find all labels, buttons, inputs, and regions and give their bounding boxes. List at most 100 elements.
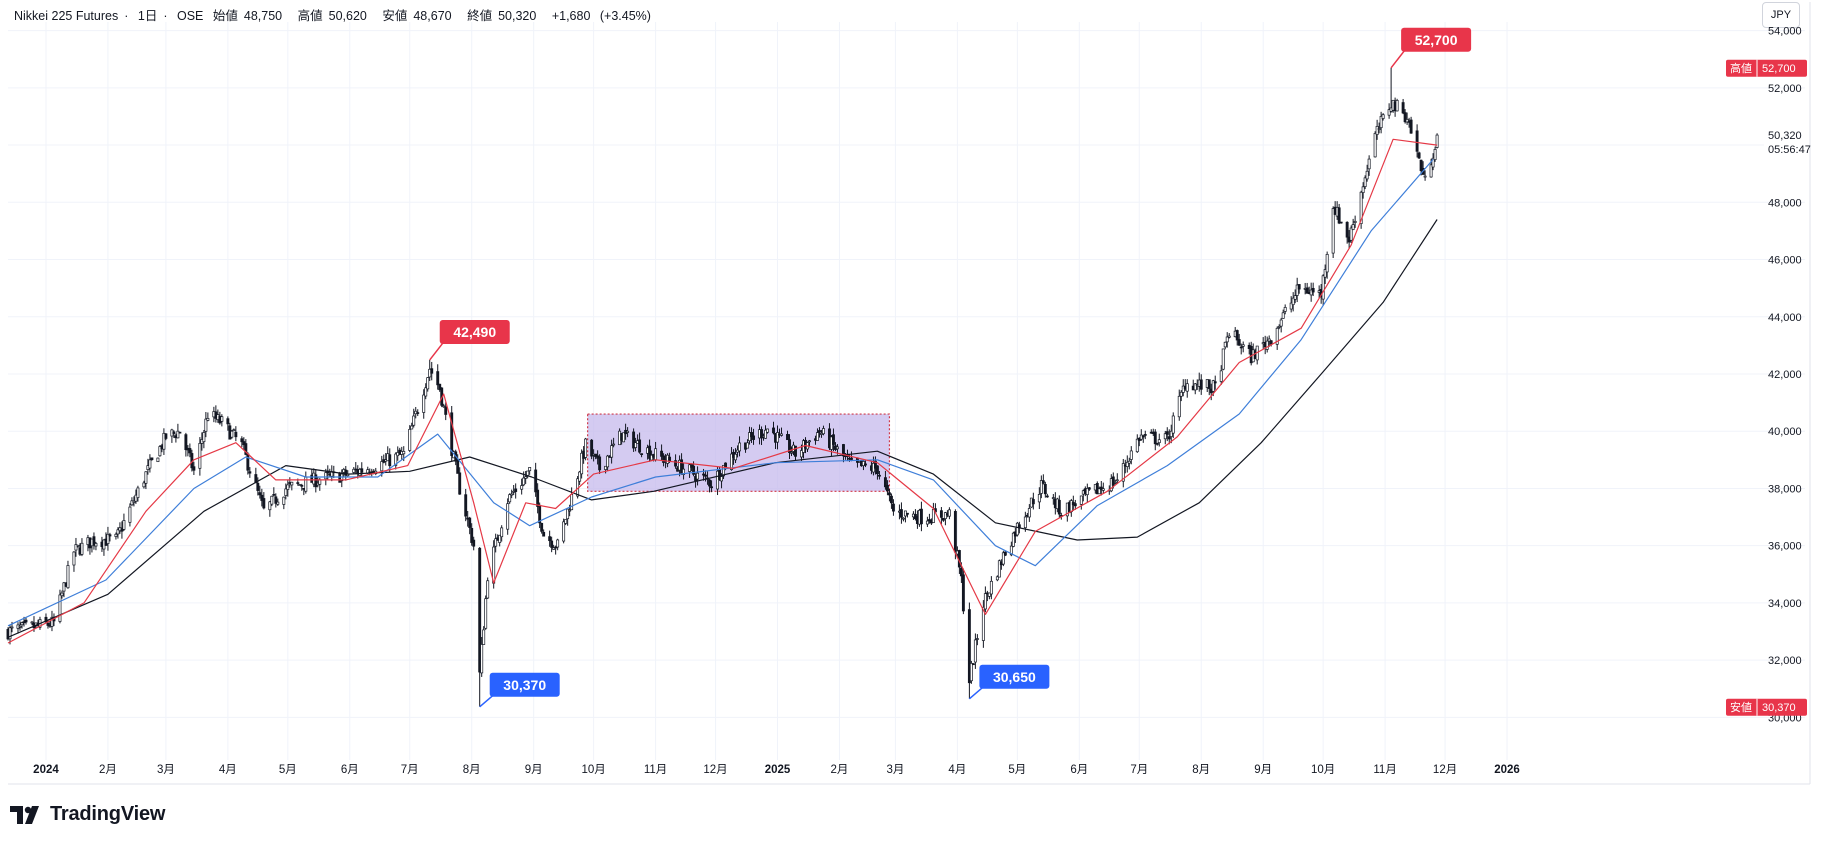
candle bbox=[520, 478, 524, 495]
candle bbox=[1165, 427, 1169, 442]
tag-name: 高値 bbox=[1730, 61, 1752, 75]
candle bbox=[1167, 429, 1171, 445]
candle bbox=[268, 500, 272, 517]
candle bbox=[1015, 521, 1019, 537]
y-tick-label: 42,000 bbox=[1768, 369, 1802, 381]
candle bbox=[254, 467, 258, 484]
ohlc-close: 終値 50,320 bbox=[467, 9, 542, 23]
candle bbox=[971, 663, 975, 666]
chart-header: Nikkei 225 Futures · 1日 · OSE 始値 48,750 高値 5… bbox=[14, 5, 657, 24]
candle bbox=[1337, 203, 1341, 225]
interval-label[interactable]: 1日 bbox=[137, 9, 158, 23]
header-sep: · bbox=[124, 9, 129, 23]
y-tick-label: 40,000 bbox=[1768, 426, 1802, 438]
candle bbox=[766, 428, 769, 434]
x-tick-label: 6月 bbox=[1070, 764, 1088, 776]
candle bbox=[1275, 326, 1279, 350]
candle bbox=[62, 581, 66, 598]
candle bbox=[989, 576, 993, 600]
price-tag-last: 50,320 05:56:47 bbox=[1764, 125, 1811, 160]
x-tick-label: 11月 bbox=[644, 764, 667, 776]
currency-button[interactable]: JPY bbox=[1762, 2, 1800, 28]
candle bbox=[1435, 133, 1439, 149]
candle bbox=[1057, 495, 1061, 518]
x-tick-label: 8月 bbox=[463, 764, 481, 776]
symbol-name[interactable]: Nikkei 225 Futures bbox=[14, 9, 119, 23]
candle bbox=[1101, 482, 1105, 494]
tag-value: 52,700 bbox=[1762, 63, 1796, 75]
candle bbox=[1085, 483, 1089, 503]
candle bbox=[232, 428, 236, 432]
candle bbox=[566, 508, 570, 526]
candle bbox=[1127, 457, 1131, 470]
candle bbox=[246, 452, 250, 475]
candle bbox=[374, 467, 378, 476]
candle bbox=[1323, 264, 1327, 284]
candle bbox=[214, 405, 218, 423]
candle bbox=[776, 425, 779, 450]
candle bbox=[1433, 146, 1437, 162]
x-tick-label: 12月 bbox=[1433, 764, 1457, 776]
candle bbox=[1321, 274, 1325, 306]
candle bbox=[1001, 550, 1005, 567]
candle bbox=[1163, 430, 1167, 445]
candle bbox=[1113, 479, 1117, 485]
x-tick-label: 3月 bbox=[886, 764, 904, 776]
candle bbox=[206, 412, 210, 422]
candle bbox=[1143, 430, 1147, 440]
annotation-label: 30,370 bbox=[503, 677, 546, 693]
candle bbox=[114, 532, 118, 540]
candle bbox=[18, 621, 22, 631]
candle bbox=[1051, 494, 1055, 505]
candle bbox=[416, 409, 420, 417]
high-annotation: 52,700 bbox=[1390, 27, 1472, 69]
y-tick-label: 36,000 bbox=[1768, 541, 1802, 553]
range-box-layer[interactable] bbox=[587, 413, 891, 492]
candle bbox=[634, 437, 638, 452]
candle bbox=[1239, 343, 1243, 355]
time-axis[interactable]: 2024 2月 3月 4月 5月 6月 7月 8月 9月 10月 11月 12月 2025 2月 3月 4月 5… bbox=[8, 764, 1810, 785]
candle bbox=[1241, 341, 1245, 353]
price-axis[interactable]: 30,00032,00034,00036,00038,00040,00042,0… bbox=[1726, 2, 1811, 784]
candle bbox=[1311, 282, 1315, 297]
candle bbox=[1331, 206, 1335, 258]
candle bbox=[1031, 492, 1035, 510]
candle bbox=[468, 516, 472, 535]
candle bbox=[550, 536, 554, 553]
candle bbox=[1365, 164, 1369, 182]
candle bbox=[1121, 458, 1125, 488]
candle bbox=[632, 428, 636, 452]
candle bbox=[50, 610, 54, 632]
candle bbox=[973, 633, 977, 669]
range-box[interactable] bbox=[587, 413, 891, 492]
candle bbox=[1087, 486, 1091, 491]
x-tick-label: 10月 bbox=[581, 764, 605, 776]
candle bbox=[564, 519, 568, 526]
candle bbox=[1225, 332, 1229, 348]
candle bbox=[1043, 481, 1047, 498]
tradingview-logo[interactable]: TradingView bbox=[10, 803, 165, 826]
x-tick-label: 2026 bbox=[1494, 764, 1520, 776]
candle bbox=[877, 470, 881, 480]
candle bbox=[158, 445, 162, 457]
candle bbox=[1345, 221, 1349, 244]
candle bbox=[1387, 103, 1391, 119]
candle bbox=[1289, 296, 1293, 313]
candle bbox=[899, 502, 903, 524]
candle bbox=[286, 480, 290, 497]
candle bbox=[734, 448, 737, 464]
candle bbox=[885, 480, 889, 496]
candle bbox=[822, 425, 825, 436]
open-label: 始値 bbox=[212, 9, 238, 23]
candle bbox=[360, 462, 364, 478]
candle bbox=[891, 499, 895, 516]
candle bbox=[943, 511, 947, 526]
candle bbox=[552, 544, 556, 550]
brand-name: TradingView bbox=[50, 803, 166, 825]
candle bbox=[1375, 119, 1379, 140]
candle bbox=[650, 450, 654, 461]
candle bbox=[314, 469, 318, 493]
candle bbox=[660, 444, 664, 462]
candle bbox=[939, 507, 943, 525]
